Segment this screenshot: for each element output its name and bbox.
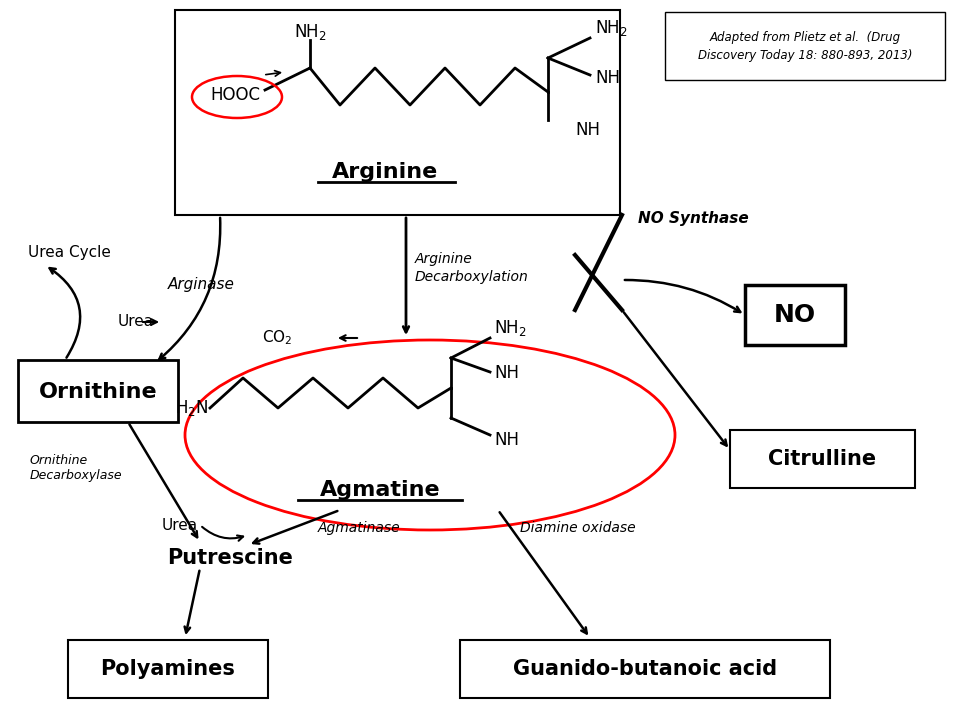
Text: Urea: Urea xyxy=(162,518,198,533)
Text: Ornithine
Decarboxylase: Ornithine Decarboxylase xyxy=(30,454,123,482)
Text: NH: NH xyxy=(494,431,519,449)
FancyBboxPatch shape xyxy=(460,640,830,698)
Text: Ornithine: Ornithine xyxy=(38,382,157,402)
Text: NH: NH xyxy=(575,121,600,139)
Text: Diamine oxidase: Diamine oxidase xyxy=(520,521,636,535)
Text: Agmatine: Agmatine xyxy=(320,480,441,500)
Text: NH: NH xyxy=(494,364,519,382)
Ellipse shape xyxy=(185,340,675,530)
Text: Arginase: Arginase xyxy=(168,277,235,292)
Text: Citrulline: Citrulline xyxy=(768,449,876,469)
Text: H$_2$N: H$_2$N xyxy=(175,398,208,418)
Text: NH$_2$: NH$_2$ xyxy=(294,22,326,42)
Text: Urea: Urea xyxy=(118,315,155,330)
FancyBboxPatch shape xyxy=(665,12,945,80)
Text: NO Synthase: NO Synthase xyxy=(638,210,749,225)
Text: Adapted from Plietz et al.  (Drug
Discovery Today 18: 880-893, 2013): Adapted from Plietz et al. (Drug Discove… xyxy=(698,30,912,61)
FancyBboxPatch shape xyxy=(175,10,620,215)
Text: NO: NO xyxy=(774,303,816,327)
Text: Urea Cycle: Urea Cycle xyxy=(28,246,110,261)
Text: Arginine: Arginine xyxy=(332,162,438,182)
Text: NH$_2$: NH$_2$ xyxy=(494,318,527,338)
Text: HOOC: HOOC xyxy=(210,86,260,104)
FancyBboxPatch shape xyxy=(745,285,845,345)
Text: Polyamines: Polyamines xyxy=(101,659,235,679)
Text: CO$_2$: CO$_2$ xyxy=(261,328,292,347)
Text: NH$_2$: NH$_2$ xyxy=(595,18,628,38)
Text: Arginine
Decarboxylation: Arginine Decarboxylation xyxy=(415,252,529,284)
Text: Guanido-butanoic acid: Guanido-butanoic acid xyxy=(513,659,777,679)
Text: NH: NH xyxy=(595,69,620,87)
Text: Agmatinase: Agmatinase xyxy=(318,521,400,535)
FancyBboxPatch shape xyxy=(18,360,178,422)
FancyBboxPatch shape xyxy=(68,640,268,698)
FancyBboxPatch shape xyxy=(730,430,915,488)
Text: Putrescine: Putrescine xyxy=(167,548,293,568)
